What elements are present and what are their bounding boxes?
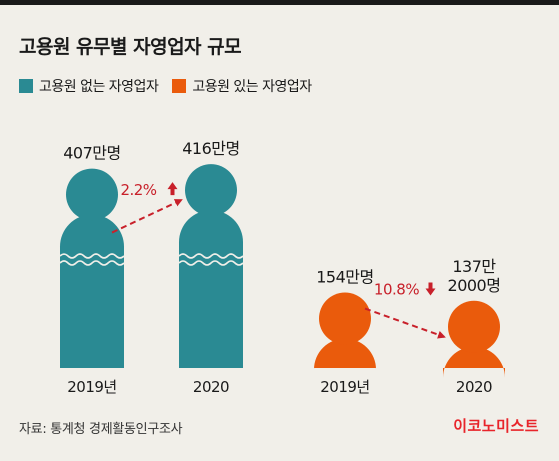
legend-swatch-orange xyxy=(172,79,187,93)
figure-1-1-body xyxy=(443,346,505,378)
figure-0-0-break-line xyxy=(59,260,125,266)
value-label: 416만명 xyxy=(182,139,239,158)
value-label: 137만 2000명 xyxy=(448,257,501,295)
figure-0-0 xyxy=(59,168,125,368)
figure-0-1-head xyxy=(185,164,237,217)
figure-1-0-head xyxy=(319,292,371,345)
figure-1-1 xyxy=(443,300,505,378)
legend-swatch-teal xyxy=(19,79,33,93)
change-arrow xyxy=(111,199,183,234)
figure-0-1-body xyxy=(179,210,243,368)
figure-1-0 xyxy=(314,292,376,370)
chart-title: 고용원 유무별 자영업자 규모 xyxy=(19,36,242,58)
x-tick-label: 2020 xyxy=(193,378,229,396)
arrow-up-icon xyxy=(167,182,178,196)
figure-0-0-break-line xyxy=(59,253,125,259)
brand-logo: 이코노미스트 xyxy=(453,417,539,435)
figure-0-1 xyxy=(178,164,244,368)
top-bar xyxy=(0,0,559,5)
legend-item-no-employee: 고용원 없는 자영업자 xyxy=(19,76,159,96)
figure-0-0-head xyxy=(66,168,118,221)
change-arrow xyxy=(364,307,446,339)
x-tick-label: 2020 xyxy=(456,378,492,396)
legend-label: 고용원 있는 자영업자 xyxy=(192,79,312,95)
change-label: 2.2% xyxy=(120,181,156,199)
figure-0-1-break-line xyxy=(178,260,244,266)
legend-label: 고용원 없는 자영업자 xyxy=(39,79,159,95)
source-note: 자료: 통계청 경제활동인구조사 xyxy=(19,422,183,437)
figure-0-1-break-line xyxy=(178,253,244,259)
figure-1-1-head xyxy=(448,300,500,353)
legend-item-with-employee: 고용원 있는 자영업자 xyxy=(172,76,312,96)
value-label: 407만명 xyxy=(63,144,120,163)
x-tick-label: 2019년 xyxy=(67,378,116,396)
change-label: 10.8% xyxy=(374,281,419,299)
figure-0-0-body xyxy=(60,214,124,368)
figure-1-0-body xyxy=(314,338,376,370)
value-label: 154만명 xyxy=(316,268,373,287)
arrow-down-icon xyxy=(425,282,436,296)
x-tick-label: 2019년 xyxy=(320,378,369,396)
legend: 고용원 없는 자영업자 고용원 있는 자영업자 xyxy=(19,76,326,96)
